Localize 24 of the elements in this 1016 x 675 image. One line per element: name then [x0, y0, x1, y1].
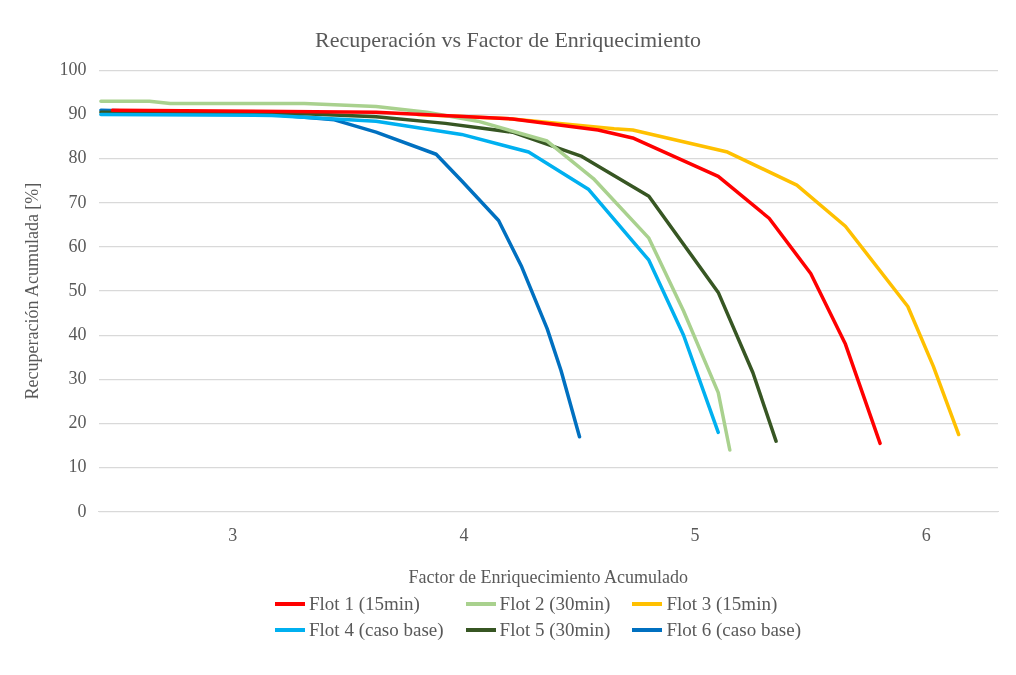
y-tick-label: 30	[68, 368, 87, 389]
x-tick-label: 4	[459, 525, 469, 546]
y-tick-label: 0	[77, 500, 87, 521]
x-axis-title: Factor de Enriquecimiento Acumulado	[408, 566, 689, 587]
y-tick-label: 80	[68, 147, 87, 168]
y-tick-label: 60	[68, 235, 87, 256]
x-tick-label: 5	[690, 525, 700, 546]
y-tick-label: 70	[68, 191, 87, 212]
y-tick-label: 90	[68, 103, 87, 124]
legend-label: Flot 6 (caso base)	[666, 619, 801, 641]
y-tick-label: 50	[68, 279, 87, 300]
legend-label: Flot 3 (15min)	[666, 593, 778, 615]
legend-label: Flot 2 (30min)	[499, 593, 611, 615]
y-tick-label: 20	[68, 412, 87, 433]
legend-label: Flot 5 (30min)	[499, 619, 611, 641]
x-tick-label: 3	[228, 525, 238, 546]
legend-label: Flot 4 (caso base)	[309, 619, 444, 641]
x-tick-label: 6	[921, 525, 931, 546]
y-tick-label: 10	[68, 456, 87, 477]
legend-label: Flot 1 (15min)	[309, 593, 420, 615]
y-axis-title: Recuperación Acumulada [%]	[21, 182, 42, 400]
y-tick-label: 100	[59, 59, 87, 80]
chart-title: Recuperación vs Factor de Enriquecimiento	[314, 26, 702, 52]
y-tick-label: 40	[68, 323, 87, 344]
